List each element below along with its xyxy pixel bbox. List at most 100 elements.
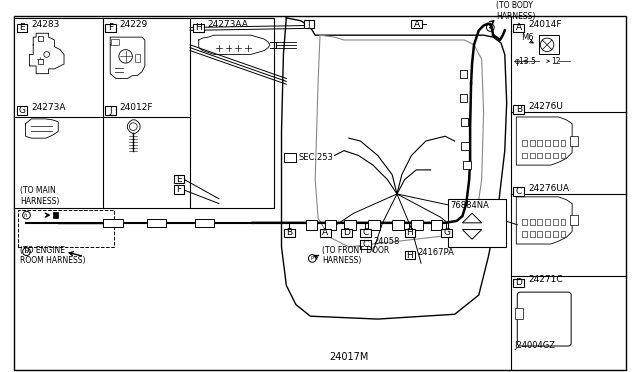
Bar [513,187,524,196]
Bar [18,210,114,247]
Text: M6: M6 [521,33,534,42]
Bar [522,231,527,237]
Bar [303,20,314,28]
Bar [461,118,468,126]
Bar [513,279,524,287]
Bar [320,229,331,237]
Bar [553,219,557,225]
Bar [412,20,422,28]
Bar [538,219,542,225]
Bar [513,24,524,32]
Bar [553,153,557,158]
Text: φ13.5: φ13.5 [515,57,536,66]
Text: 24229: 24229 [120,20,148,29]
Bar [448,199,506,247]
Text: C: C [363,228,369,237]
Bar [341,229,352,237]
Bar [545,140,550,146]
Text: (TO FRONT DOOR
HARNESS): (TO FRONT DOOR HARNESS) [322,246,389,265]
Text: E: E [19,23,25,32]
Bar [173,175,184,183]
Bar [344,220,356,230]
Text: 24271C: 24271C [528,275,563,284]
Bar [173,185,184,194]
Text: G: G [443,228,450,237]
Text: 24012F: 24012F [120,103,154,112]
Text: 24273AA: 24273AA [207,20,248,29]
Bar [412,220,423,230]
Text: (TO BODY
HARNESS): (TO BODY HARNESS) [496,1,536,21]
Bar [284,229,295,237]
Text: J: J [308,20,310,29]
Text: 24058: 24058 [373,237,399,246]
Text: 24276U: 24276U [528,102,563,111]
Bar [392,220,404,230]
Bar [106,24,116,32]
Text: H: H [195,23,202,32]
Bar [561,231,565,237]
Bar [38,59,43,64]
Bar [284,153,296,162]
Bar [106,106,116,115]
Bar [360,240,371,249]
Text: E: E [176,174,182,183]
Bar [404,251,415,259]
Text: SEC.253: SEC.253 [299,153,333,162]
Bar [195,219,214,227]
Bar [553,140,557,146]
Bar [570,215,578,225]
Text: (TO ENGINE
ROOM HARNESS): (TO ENGINE ROOM HARNESS) [20,246,85,265]
Text: 24283: 24283 [31,20,60,29]
Text: A: A [516,23,522,32]
Text: 12: 12 [551,57,561,66]
Bar [530,219,534,225]
Bar [530,140,534,146]
Bar [17,24,28,32]
Bar [460,70,467,77]
Text: G: G [19,106,26,115]
Bar [561,219,565,225]
Bar [111,39,119,45]
Bar [14,18,274,208]
Bar [193,24,204,32]
Bar [404,229,415,237]
Bar [513,105,524,114]
Text: h: h [24,213,28,218]
Bar [530,153,534,158]
Bar [570,136,578,146]
Text: J24004GZ: J24004GZ [515,341,556,350]
Bar [104,219,123,227]
Bar [515,308,523,319]
Bar [53,212,58,218]
Text: H: H [406,228,413,237]
Text: 24276UA: 24276UA [528,184,569,193]
Text: A: A [413,20,420,29]
FancyBboxPatch shape [517,292,571,346]
Text: H: H [406,251,413,260]
Bar [147,219,166,227]
Bar [38,36,43,41]
Bar [460,94,467,102]
Bar [522,219,527,225]
Bar [463,161,471,169]
Bar [545,153,550,158]
Text: P: P [310,256,313,261]
Bar [561,140,565,146]
Bar [530,231,534,237]
Bar [368,220,380,230]
Bar [545,231,550,237]
Bar [441,229,452,237]
Text: A: A [322,228,328,237]
Text: C: C [363,240,369,249]
Bar [538,153,542,158]
Bar [305,220,317,230]
Bar [545,219,550,225]
Text: D: D [343,228,350,237]
Text: B: B [516,105,522,114]
Bar [461,142,469,150]
Text: C: C [516,187,522,196]
Text: (TO MAIN
HARNESS): (TO MAIN HARNESS) [20,186,59,206]
Bar [360,229,371,237]
Bar [538,231,542,237]
Text: D: D [515,279,522,288]
